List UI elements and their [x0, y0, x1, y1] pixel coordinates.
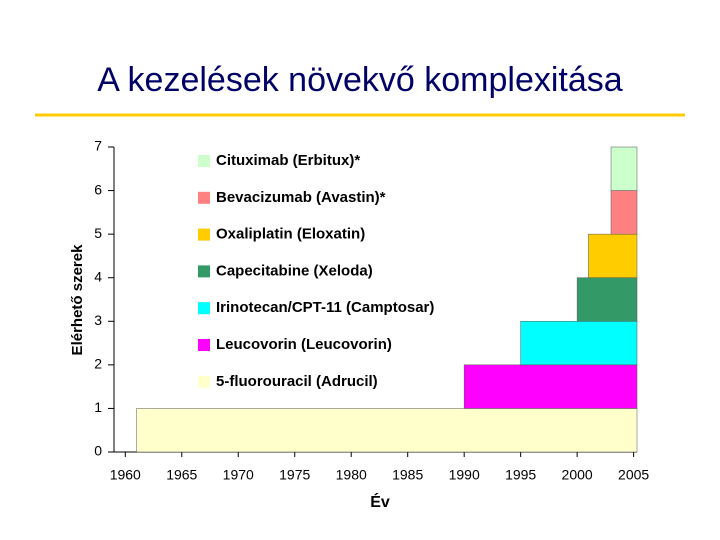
x-tick-label: 1970: [223, 467, 254, 483]
layer: [610, 190, 638, 235]
layer: [463, 364, 638, 409]
legend-label: Capecitabine (Xeloda): [216, 262, 373, 279]
legend-swatch: [198, 375, 210, 388]
x-tick-label: 1965: [166, 467, 197, 483]
legend-swatch: [198, 265, 210, 278]
y-tick-label: 5: [94, 225, 102, 241]
chart-title: A kezelések növekvő komplexitása: [97, 61, 622, 99]
y-tick-label: 2: [94, 356, 102, 372]
x-tick-label: 1985: [392, 467, 423, 483]
legend-swatch: [198, 191, 210, 204]
y-tick-label: 3: [94, 312, 102, 328]
legend-label: Leucovorin (Leucovorin): [216, 336, 392, 353]
layer: [136, 408, 638, 453]
x-tick-label: 1990: [449, 467, 480, 483]
layer: [588, 233, 638, 278]
legend-label: Cituximab (Erbitux)*: [216, 152, 360, 169]
layer: [610, 146, 638, 191]
x-tick-label: 1960: [110, 467, 141, 483]
y-axis-label: Elérhető szerek: [69, 244, 86, 356]
legend-label: 5-fluorouracil (Adrucil): [216, 373, 378, 390]
legend-swatch: [198, 302, 210, 315]
y-tick-label: 0: [94, 443, 102, 459]
x-tick-label: 1980: [336, 467, 367, 483]
y-tick-label: 1: [94, 399, 102, 415]
y-tick-label: 4: [94, 268, 102, 284]
legend-label: Oxaliplatin (Eloxatin): [216, 226, 365, 243]
legend-swatch: [198, 228, 210, 241]
y-tick-label: 7: [94, 138, 102, 154]
x-tick-label: 1995: [505, 467, 536, 483]
layer: [520, 321, 638, 366]
x-tick-label: 2000: [562, 467, 593, 483]
x-tick-label: 2005: [618, 467, 649, 483]
layer: [576, 277, 638, 322]
legend-swatch: [198, 155, 210, 167]
legend-label: Irinotecan/CPT-11 (Camptosar): [216, 299, 434, 316]
legend-label: Bevacizumab (Avastin)*: [216, 189, 386, 206]
x-tick-label: 1975: [279, 467, 310, 483]
y-tick-label: 6: [94, 181, 102, 197]
legend-swatch: [198, 339, 210, 351]
x-axis-label: Év: [370, 492, 390, 511]
